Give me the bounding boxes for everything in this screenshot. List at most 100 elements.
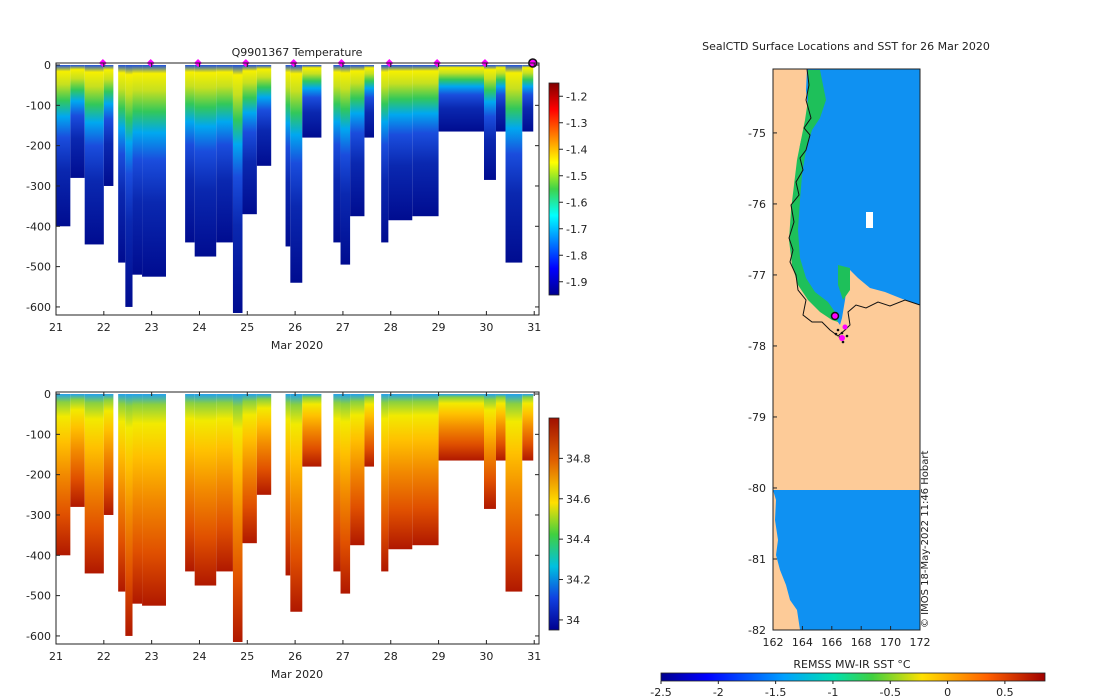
profile-column	[118, 394, 126, 592]
y-tick-label: -600	[26, 301, 51, 314]
sst-cold-patch	[838, 265, 850, 300]
map-y-tick-label: -78	[748, 340, 766, 353]
temperature-axes: 21 22 23 24 25 26 27 28 29 30 31 0 -100 -200 -300 -400 -…	[26, 59, 541, 334]
x-tick-label: 28	[384, 321, 398, 334]
x-tick-label: 31	[527, 650, 541, 663]
y-tick-label: -300	[26, 509, 51, 522]
y-tick-label: -100	[26, 99, 51, 112]
sst-colorbar	[660, 672, 1046, 682]
profile-column	[84, 394, 104, 574]
seal-track-point	[845, 334, 849, 338]
salinity-axes: 21 22 23 24 25 26 27 28 29 30 31 0 -100 -200 -300 -400 -…	[26, 388, 541, 663]
profile-column	[381, 65, 389, 243]
profile-column	[290, 65, 303, 283]
map-x-tick-label: 162	[763, 636, 784, 649]
temperature-panel: Q9901367 Temperature 21 22 23 24 25 26 27 28 29 3…	[26, 46, 587, 352]
sst-south-land-notch	[773, 490, 800, 630]
profile-column	[84, 65, 104, 245]
x-tick-label: 21	[49, 650, 63, 663]
seal-track-point	[841, 340, 845, 344]
colorbar-tick-label: 34.4	[566, 533, 591, 546]
colorbar-tick-label: -1.2	[566, 90, 587, 103]
profile-column	[194, 394, 217, 586]
profile-column	[256, 394, 272, 495]
profile-column	[364, 394, 375, 467]
colorbar-tick-label: -1.9	[566, 276, 587, 289]
x-tick-label: 21	[49, 321, 63, 334]
y-tick-label: -400	[26, 220, 51, 233]
seal-track-point	[840, 331, 844, 335]
x-tick-label: 29	[432, 650, 446, 663]
salinity-xlabel: Mar 2020	[271, 668, 323, 681]
colorbar-tick-label: 34.8	[566, 452, 591, 465]
profile-column	[216, 65, 233, 243]
profile-column	[118, 65, 126, 263]
map-y-tick-label: -77	[748, 269, 766, 282]
x-tick-label: 31	[527, 321, 541, 334]
profile-column	[522, 394, 534, 461]
x-tick-label: 24	[192, 650, 206, 663]
x-tick-label: 22	[97, 321, 111, 334]
sst-colorbar-tick-label: -2.5	[650, 686, 671, 699]
profile-column	[484, 394, 496, 509]
colorbar-tick-label: -1.8	[566, 249, 587, 262]
profile-column	[350, 394, 365, 546]
colorbar-tick-label: -1.3	[566, 117, 587, 130]
profile-column	[142, 394, 166, 606]
seal-start-marker	[830, 311, 840, 321]
map-title: SealCTD Surface Locations and SST for 26…	[702, 40, 990, 53]
salinity-panel: 21 22 23 24 25 26 27 28 29 30 31 0 -100 -200 -300 -400 -…	[26, 388, 590, 681]
x-tick-label: 26	[288, 321, 302, 334]
profile-column	[232, 65, 243, 313]
x-tick-label: 22	[97, 650, 111, 663]
temperature-title: Q9901367 Temperature	[232, 46, 363, 59]
profile-column	[302, 394, 322, 467]
map-y-tick-label: -80	[748, 482, 766, 495]
profile-column	[388, 65, 413, 221]
salinity-colorbar	[548, 417, 560, 631]
profile-column	[495, 394, 506, 461]
profile-column	[412, 394, 439, 546]
profile-column	[132, 65, 143, 275]
x-tick-label: 30	[479, 650, 493, 663]
profile-column	[132, 394, 143, 604]
seal-location-marker	[842, 324, 848, 330]
salinity-profiles	[56, 394, 534, 642]
map-axes: 162 164 166 168 170 172 -75 -76 -77 -78 -79 -80 -81 -…	[748, 127, 930, 649]
sst-colorbar-tick-label: -1	[827, 686, 838, 699]
colorbar-tick-label: 34	[566, 614, 580, 627]
profile-column	[103, 394, 114, 515]
profile-column	[333, 394, 341, 572]
x-tick-label: 28	[384, 650, 398, 663]
sst-colorbar-ticks: -2.5 -2 -1.5 -1 -0.5 0 0.5	[650, 681, 1014, 699]
x-tick-label: 24	[192, 321, 206, 334]
profile-column	[232, 394, 243, 642]
profile-column	[285, 65, 291, 247]
y-tick-label: -100	[26, 428, 51, 441]
sst-colorbar-tick-label: 0.5	[996, 686, 1014, 699]
sst-water-south	[773, 490, 920, 630]
map-y-tick-label: -75	[748, 127, 766, 140]
map-y-tick-label: -82	[748, 624, 766, 637]
y-tick-label: -200	[26, 140, 51, 153]
map-y-tick-label: -81	[748, 553, 766, 566]
profile-column	[185, 65, 195, 243]
y-tick-label: -400	[26, 549, 51, 562]
profile-column	[340, 65, 351, 265]
profile-column	[438, 65, 485, 132]
profile-column	[333, 65, 341, 243]
salinity-colorbar-ticks: 34.8 34.6 34.4 34.2 34	[559, 452, 591, 627]
temperature-plot-frame	[55, 62, 540, 316]
profile-column	[185, 394, 195, 572]
sst-map-panel: SealCTD Surface Locations and SST for 26…	[650, 40, 1046, 699]
profile-column	[350, 65, 365, 217]
x-tick-label: 26	[288, 650, 302, 663]
map-credit: © IMOS 18-May-2022 11:46 Hobart	[920, 451, 931, 628]
profile-column	[412, 65, 439, 217]
salinity-plot-frame	[55, 391, 540, 645]
sst-colorbar-tick-label: -2	[713, 686, 724, 699]
colorbar-tick-label: -1.4	[566, 143, 587, 156]
profile-column	[290, 394, 303, 612]
map-x-tick-label: 166	[821, 636, 842, 649]
profile-column	[438, 394, 485, 461]
